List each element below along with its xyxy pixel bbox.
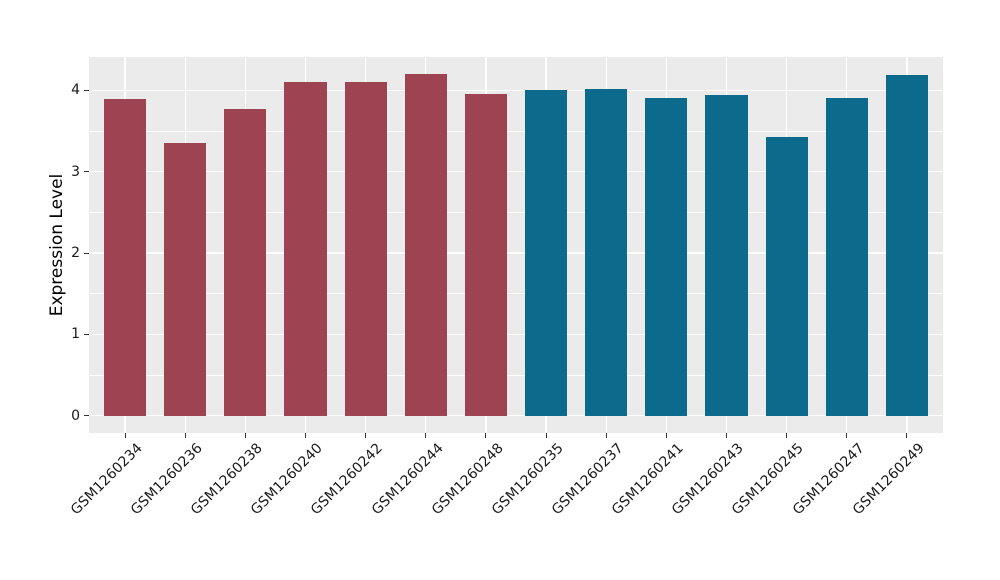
x-tick-mark (665, 433, 667, 438)
x-tick-mark (545, 433, 547, 438)
bar (705, 95, 748, 416)
plot-panel (89, 57, 943, 433)
gridline-major-y (89, 415, 943, 417)
y-tick-label: 3 (71, 163, 80, 180)
y-tick-label: 1 (71, 326, 80, 343)
bar (645, 97, 688, 416)
x-tick-mark (305, 433, 306, 438)
bar (284, 82, 327, 416)
y-tick-mark (84, 252, 89, 254)
x-tick-mark (184, 433, 186, 438)
x-tick-mark (786, 433, 788, 438)
bar (765, 137, 808, 416)
bar (104, 99, 147, 416)
bar (464, 93, 507, 416)
bar (525, 90, 568, 416)
gridline-major-y (89, 170, 943, 173)
bar (885, 74, 928, 416)
x-tick-mark (725, 433, 727, 438)
x-tick-mark (906, 433, 908, 438)
x-tick-mark (365, 433, 367, 438)
bar (585, 88, 628, 416)
bar (344, 82, 387, 416)
x-tick-mark (846, 433, 848, 438)
x-tick-mark (485, 433, 487, 438)
bar (404, 74, 447, 416)
gridline-minor-y (89, 293, 943, 295)
y-tick-mark (84, 415, 89, 417)
y-tick-mark (84, 333, 89, 335)
x-tick-mark (124, 433, 126, 438)
gridline-minor-y (89, 130, 943, 132)
x-tick-mark (425, 433, 427, 438)
y-tick-mark (84, 171, 89, 173)
bar (825, 98, 868, 416)
x-tick-mark (605, 433, 607, 438)
gridline-major-y (89, 89, 943, 91)
bar (224, 109, 267, 416)
y-tick-mark (84, 89, 89, 91)
y-tick-label: 4 (71, 82, 80, 99)
gridline-major-y (89, 252, 943, 254)
bar (164, 143, 207, 416)
gridline-major-y (89, 333, 943, 336)
gridline-minor-y (89, 374, 943, 376)
gridline-minor-y (89, 211, 943, 213)
y-tick-label: 2 (71, 245, 80, 261)
y-tick-label: 0 (71, 407, 80, 424)
x-tick-mark (244, 433, 246, 438)
